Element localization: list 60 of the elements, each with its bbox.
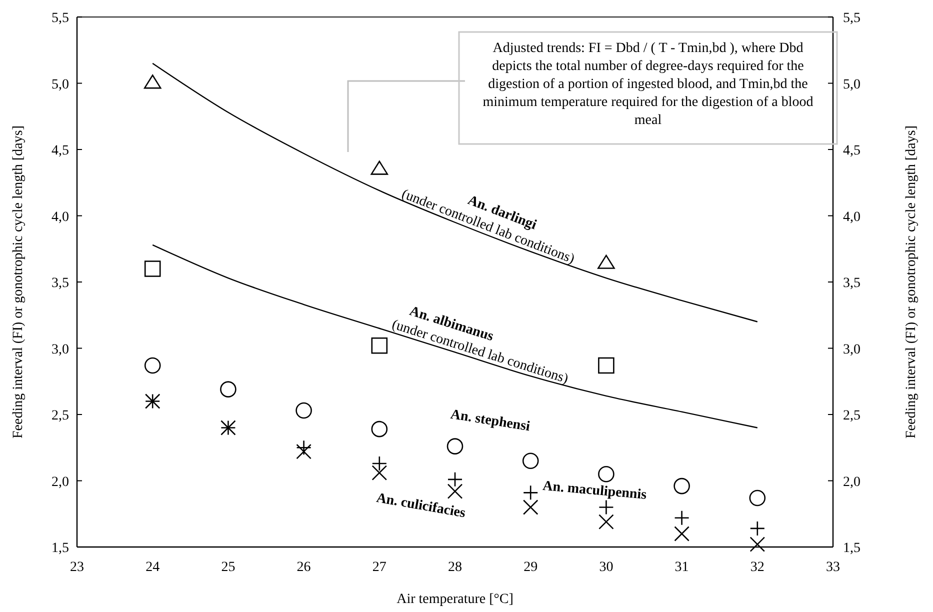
point [598, 254, 615, 269]
point [750, 520, 766, 536]
x-tick-label: 28 [448, 560, 462, 575]
y-tick-label: 4,5 [52, 144, 69, 158]
point [598, 357, 614, 374]
y2-tick-label: 5,5 [843, 11, 860, 26]
point [371, 337, 388, 354]
point [598, 514, 614, 530]
point [446, 438, 464, 454]
point [220, 381, 236, 398]
text: An. culicifacies [375, 490, 468, 522]
y2-tick-label: 5,0 [843, 77, 860, 92]
series-label: An. maculipennis [542, 478, 648, 503]
point [370, 160, 388, 175]
point [598, 466, 614, 482]
y2-tick-label: 3,0 [843, 342, 860, 358]
x-tick-label: 24 [146, 560, 160, 575]
x-tick-label: 27 [372, 560, 386, 575]
y2-tick-label: 1,5 [843, 541, 860, 556]
x-tick-label: 26 [296, 560, 311, 575]
point [296, 402, 312, 419]
x-axis-title: Air temperature [°C] [396, 592, 514, 607]
point [674, 526, 690, 542]
x-tick-label: 33 [826, 560, 840, 575]
y2-tick-label: 2,5 [843, 408, 860, 424]
y-tick-label: 4,0 [52, 210, 69, 225]
point [522, 485, 538, 500]
y-tick-label: 5,0 [52, 77, 69, 92]
point [750, 536, 766, 552]
point [447, 484, 463, 499]
y2-axis-title: Feeding interval (FI) or gonotrophic cycle length [days] [904, 126, 919, 438]
point [371, 420, 388, 438]
x-tick-label: 29 [524, 560, 538, 575]
y2-tick-label: 4,0 [843, 210, 860, 225]
y2-tick-label: 3,5 [843, 276, 860, 291]
y-tick-label: 2,0 [52, 474, 69, 490]
y-tick-label: 1,5 [52, 541, 69, 556]
x-tick-label: 31 [674, 560, 689, 575]
point [447, 472, 463, 488]
y2-tick-label: 4,5 [843, 144, 860, 158]
y-tick-label: 2,5 [52, 408, 69, 424]
point [144, 260, 161, 277]
point [522, 452, 539, 470]
point [296, 444, 312, 460]
y-tick-label: 3,5 [52, 276, 69, 291]
y2-tick-label: 2,0 [843, 474, 860, 490]
point [522, 500, 538, 515]
point [749, 490, 766, 506]
annotation: Adjusted trends: FI = Dbd / ( T - Tmin,bd ), where Dbd depicts the total number of degree-days required for the digestion of a portion of ingested blood, and Tmin,bd the minimum temperature required for the digestion of a blood meal [482, 40, 814, 130]
x-tick-label: 30 [599, 560, 614, 575]
text: An. stephensi [449, 407, 532, 435]
point [674, 478, 690, 494]
point [144, 74, 162, 89]
y-axis-title: Feeding interval (FI) or gonotrophic cycle length [days] [11, 126, 26, 438]
x-tick-label: 25 [221, 560, 236, 575]
x-tick-label: 23 [70, 560, 84, 575]
y-tick-label: 3,0 [52, 342, 69, 358]
y-tick-label: 5,5 [52, 11, 69, 26]
x-tick-label: 32 [750, 560, 764, 575]
point [144, 357, 161, 374]
